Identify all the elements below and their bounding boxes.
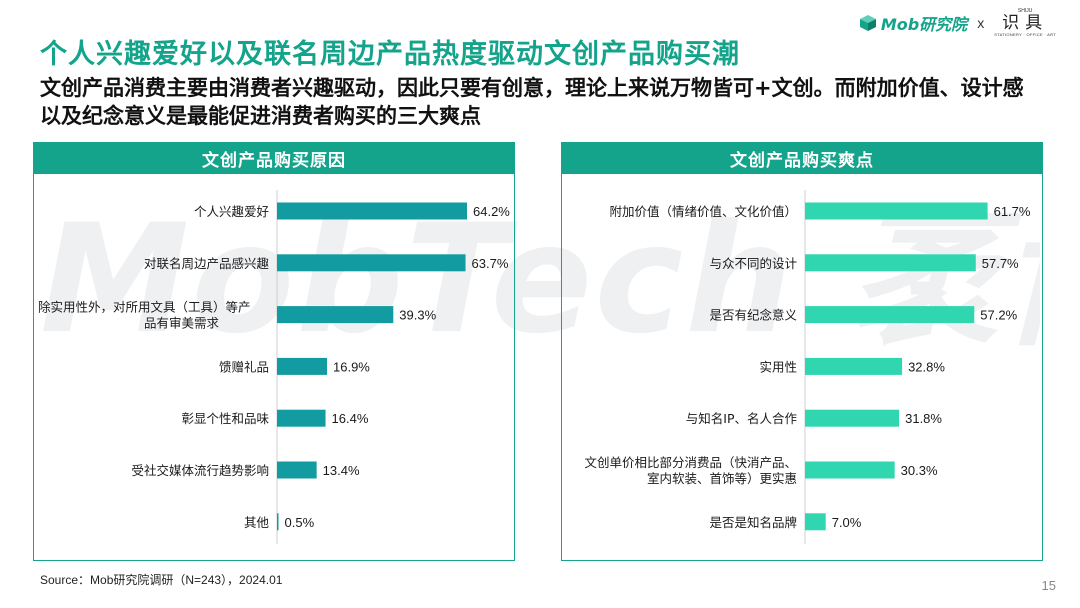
highlights-bar <box>805 306 975 324</box>
logo-separator: x <box>977 14 985 31</box>
page-number: 15 <box>1041 578 1056 593</box>
highlights-category-label: 实用性 <box>759 359 797 374</box>
reasons-category-label: 彰显个性和品味 <box>181 411 269 426</box>
watermark: MobTech 袤博 <box>40 205 1040 355</box>
reasons-value-label: 0.5% <box>285 515 315 530</box>
partner-logo-top: SHIJU <box>1017 8 1033 14</box>
highlights-value-label: 31.8% <box>905 411 942 426</box>
highlights-bar <box>805 202 988 220</box>
reasons-panel: 文创产品购买原因 个人兴趣爱好 64.2% 对联名周边产品感兴趣 63.7% 除实用性外… <box>33 142 515 561</box>
page-title: 个人兴趣爱好以及联名周边产品热度驱动文创产品购买潮 <box>40 39 740 70</box>
highlights-category-label: 是否有纪念意义 <box>709 308 797 323</box>
reasons-category-label: 受社交媒体流行趋势影响 <box>131 463 269 478</box>
reasons-category-label: 对联名周边产品感兴趣 <box>144 256 270 271</box>
reasons-panel-title: 文创产品购买原因 <box>34 143 514 174</box>
partner-logo-main: 识具 <box>1002 13 1049 33</box>
highlights-value-label: 57.2% <box>980 308 1017 323</box>
reasons-value-label: 39.3% <box>399 308 436 323</box>
mob-cube-icon <box>859 14 876 31</box>
reasons-bar <box>277 513 279 531</box>
reasons-category-label: 个人兴趣爱好 <box>194 204 269 219</box>
highlights-value-label: 32.8% <box>908 359 945 374</box>
reasons-category-label: 其他 <box>244 515 270 530</box>
highlights-bar <box>805 357 903 375</box>
partner-logo-sub: STATIONERY · OFFICE · ART <box>994 32 1056 37</box>
highlights-category-label: 附加价值（情绪价值、文化价值） <box>609 204 797 219</box>
partner-logo: SHIJU 识具 STATIONERY · OFFICE · ART <box>994 8 1056 37</box>
mob-logo: Mob研究院 <box>859 11 967 35</box>
highlights-value-label: 61.7% <box>994 204 1031 219</box>
reasons-bar <box>277 254 466 272</box>
highlights-bar <box>805 513 826 531</box>
reasons-bar <box>277 306 394 324</box>
reasons-bar <box>277 461 317 479</box>
highlights-category-label: 与知名IP、名人合作 <box>686 411 798 426</box>
mob-logo-text: Mob研究院 <box>880 14 968 34</box>
source-note: Source：Mob研究院调研（N=243），2024.01 <box>40 573 283 587</box>
header-logos: Mob研究院 x SHIJU 识具 STATIONERY · OFFICE · … <box>859 8 1056 37</box>
highlights-value-label: 30.3% <box>901 463 938 478</box>
highlights-value-label: 7.0% <box>832 515 862 530</box>
highlights-bar <box>805 409 900 427</box>
highlights-bar <box>805 461 895 479</box>
reasons-bar <box>277 409 326 427</box>
reasons-value-label: 64.2% <box>473 204 510 219</box>
reasons-bar <box>277 357 328 375</box>
page-subtitle: 文创产品消费主要由消费者兴趣驱动，因此只要有创意，理论上来说万物皆可+文创。而附… <box>40 76 1024 128</box>
reasons-bar <box>277 202 467 220</box>
reasons-category-label: 除实用性外，对所用文具（工具）等产品有审美需求 <box>38 300 251 331</box>
highlights-category-label: 是否是知名品牌 <box>709 515 797 530</box>
highlights-panel: 文创产品购买爽点 附加价值（情绪价值、文化价值） 61.7% 与众不同的设计 57.7… <box>561 142 1043 561</box>
reasons-value-label: 13.4% <box>323 463 360 478</box>
reasons-bar-chart: 个人兴趣爱好 64.2% 对联名周边产品感兴趣 63.7% 除实用性外，对所用文具（工具… <box>38 190 510 544</box>
highlights-category-label: 与众不同的设计 <box>709 256 797 271</box>
reasons-value-label: 63.7% <box>472 256 509 271</box>
highlights-bar <box>805 254 976 272</box>
reasons-category-label: 馈赠礼品 <box>219 359 269 374</box>
highlights-category-label: 文创单价相比部分消费品（快消产品、室内软装、首饰等）更实惠 <box>584 455 797 486</box>
highlights-bar-chart: 附加价值（情绪价值、文化价值） 61.7% 与众不同的设计 57.7% 是否有纪念意义 5… <box>584 190 1031 544</box>
reasons-value-label: 16.4% <box>332 411 369 426</box>
reasons-value-label: 16.9% <box>333 359 370 374</box>
highlights-value-label: 57.7% <box>982 256 1019 271</box>
highlights-panel-title: 文创产品购买爽点 <box>562 143 1042 174</box>
